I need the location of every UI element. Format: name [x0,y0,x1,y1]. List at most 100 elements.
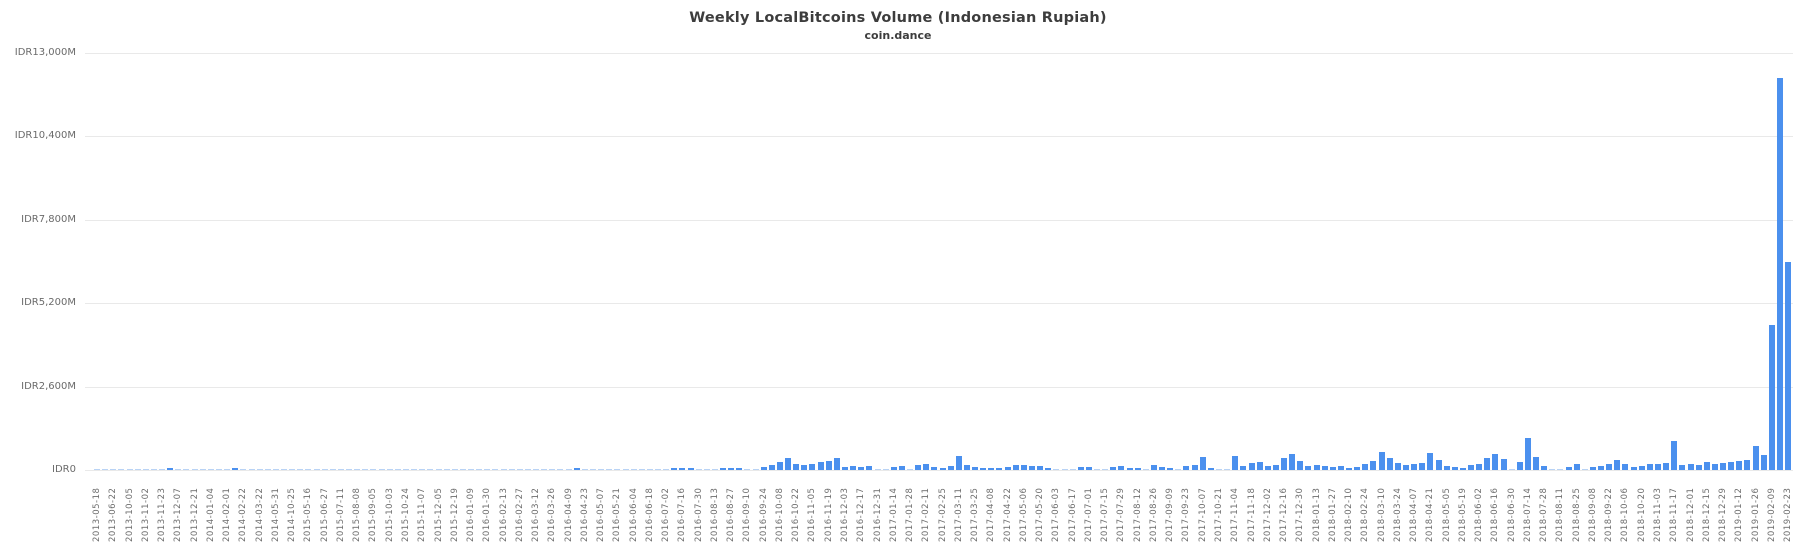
volume-bar[interactable] [134,469,141,470]
volume-bar[interactable] [1053,468,1060,470]
volume-bar[interactable] [1565,467,1572,470]
volume-bar[interactable] [980,468,987,470]
volume-bar[interactable] [1061,469,1068,470]
volume-bar[interactable] [1752,445,1759,470]
volume-bar[interactable] [614,468,621,470]
volume-bar[interactable] [1354,467,1361,470]
volume-bar[interactable] [1419,462,1426,470]
volume-bar[interactable] [801,464,808,470]
volume-bar[interactable] [752,469,759,470]
volume-bar[interactable] [207,469,214,470]
volume-bar[interactable] [1476,464,1483,470]
volume-bar[interactable] [419,469,426,470]
volume-bar[interactable] [1004,466,1011,470]
volume-bar[interactable] [842,466,848,470]
volume-bar[interactable] [500,468,507,470]
volume-bar[interactable] [313,469,320,470]
volume-bar[interactable] [768,465,775,470]
volume-bar[interactable] [1492,454,1499,470]
volume-bar[interactable] [199,469,206,470]
volume-bar[interactable] [159,468,165,470]
volume-bar[interactable] [1776,78,1783,470]
volume-bar[interactable] [581,468,588,470]
volume-bar[interactable] [516,468,523,470]
volume-bar[interactable] [646,469,653,470]
volume-bar[interactable] [1118,466,1125,470]
volume-bar[interactable] [305,469,312,470]
volume-bar[interactable] [907,469,913,470]
volume-bar[interactable] [1094,469,1100,470]
volume-bar[interactable] [565,468,572,470]
volume-bar[interactable] [281,469,287,470]
volume-bar[interactable] [1541,466,1548,470]
volume-bar[interactable] [1589,467,1596,470]
volume-bar[interactable] [346,469,352,470]
volume-bar[interactable] [866,465,873,470]
volume-bar[interactable] [1159,466,1165,470]
volume-bar[interactable] [1297,460,1304,470]
volume-bar[interactable] [289,469,296,470]
volume-bar[interactable] [248,469,255,470]
volume-bar[interactable] [183,469,190,470]
volume-bar[interactable] [695,468,702,470]
volume-bar[interactable] [1711,464,1718,470]
volume-bar[interactable] [671,468,678,470]
volume-bar[interactable] [1451,467,1458,470]
volume-bar[interactable] [110,469,117,470]
volume-bar[interactable] [1533,457,1539,470]
volume-bar[interactable] [1606,463,1613,470]
volume-bar[interactable] [817,461,824,470]
volume-bar[interactable] [1386,457,1393,470]
volume-bar[interactable] [1614,460,1621,470]
volume-bar[interactable] [589,468,596,470]
volume-bar[interactable] [94,469,100,470]
volume-bar[interactable] [1134,468,1141,470]
volume-bar[interactable] [1411,464,1418,470]
volume-bar[interactable] [687,468,694,470]
volume-bar[interactable] [1045,468,1052,470]
volume-bar[interactable] [711,469,718,470]
volume-bar[interactable] [1321,465,1328,470]
volume-bar[interactable] [459,469,466,470]
volume-bar[interactable] [1679,465,1686,470]
volume-bar[interactable] [1346,468,1352,470]
volume-bar[interactable] [963,465,970,470]
volume-bar[interactable] [1736,460,1743,470]
volume-bar[interactable] [1362,464,1369,470]
volume-bar[interactable] [606,469,613,470]
volume-bar[interactable] [427,469,434,470]
volume-bar[interactable] [947,465,954,470]
volume-bar[interactable] [1215,469,1222,470]
volume-bar[interactable] [1768,324,1775,470]
volume-bar[interactable] [1191,464,1198,470]
volume-bar[interactable] [476,469,483,470]
volume-bar[interactable] [679,467,686,470]
volume-bar[interactable] [321,469,328,470]
volume-bar[interactable] [931,466,938,470]
volume-bar[interactable] [1468,464,1474,470]
volume-bar[interactable] [232,468,239,470]
volume-bar[interactable] [1671,441,1678,470]
volume-bar[interactable] [915,464,922,470]
volume-bar[interactable] [484,469,491,470]
volume-bar[interactable] [630,468,637,470]
volume-bar[interactable] [1313,464,1320,470]
volume-bar[interactable] [939,468,946,470]
volume-bar[interactable] [1443,466,1450,470]
volume-bar[interactable] [1150,464,1157,470]
volume-bar[interactable] [736,468,743,470]
volume-bar[interactable] [1695,464,1702,470]
volume-bar[interactable] [1744,460,1751,470]
volume-bar[interactable] [524,469,531,470]
volume-bar[interactable] [102,469,109,470]
volume-bar[interactable] [1785,261,1791,470]
volume-bar[interactable] [1557,468,1564,470]
volume-bar[interactable] [882,468,889,470]
volume-bar[interactable] [1728,461,1735,470]
volume-bar[interactable] [1102,468,1109,470]
volume-bar[interactable] [1240,465,1247,470]
volume-bar[interactable] [1630,467,1637,470]
volume-bar[interactable] [744,469,751,470]
volume-bar[interactable] [1029,466,1035,470]
volume-bar[interactable] [728,467,735,470]
